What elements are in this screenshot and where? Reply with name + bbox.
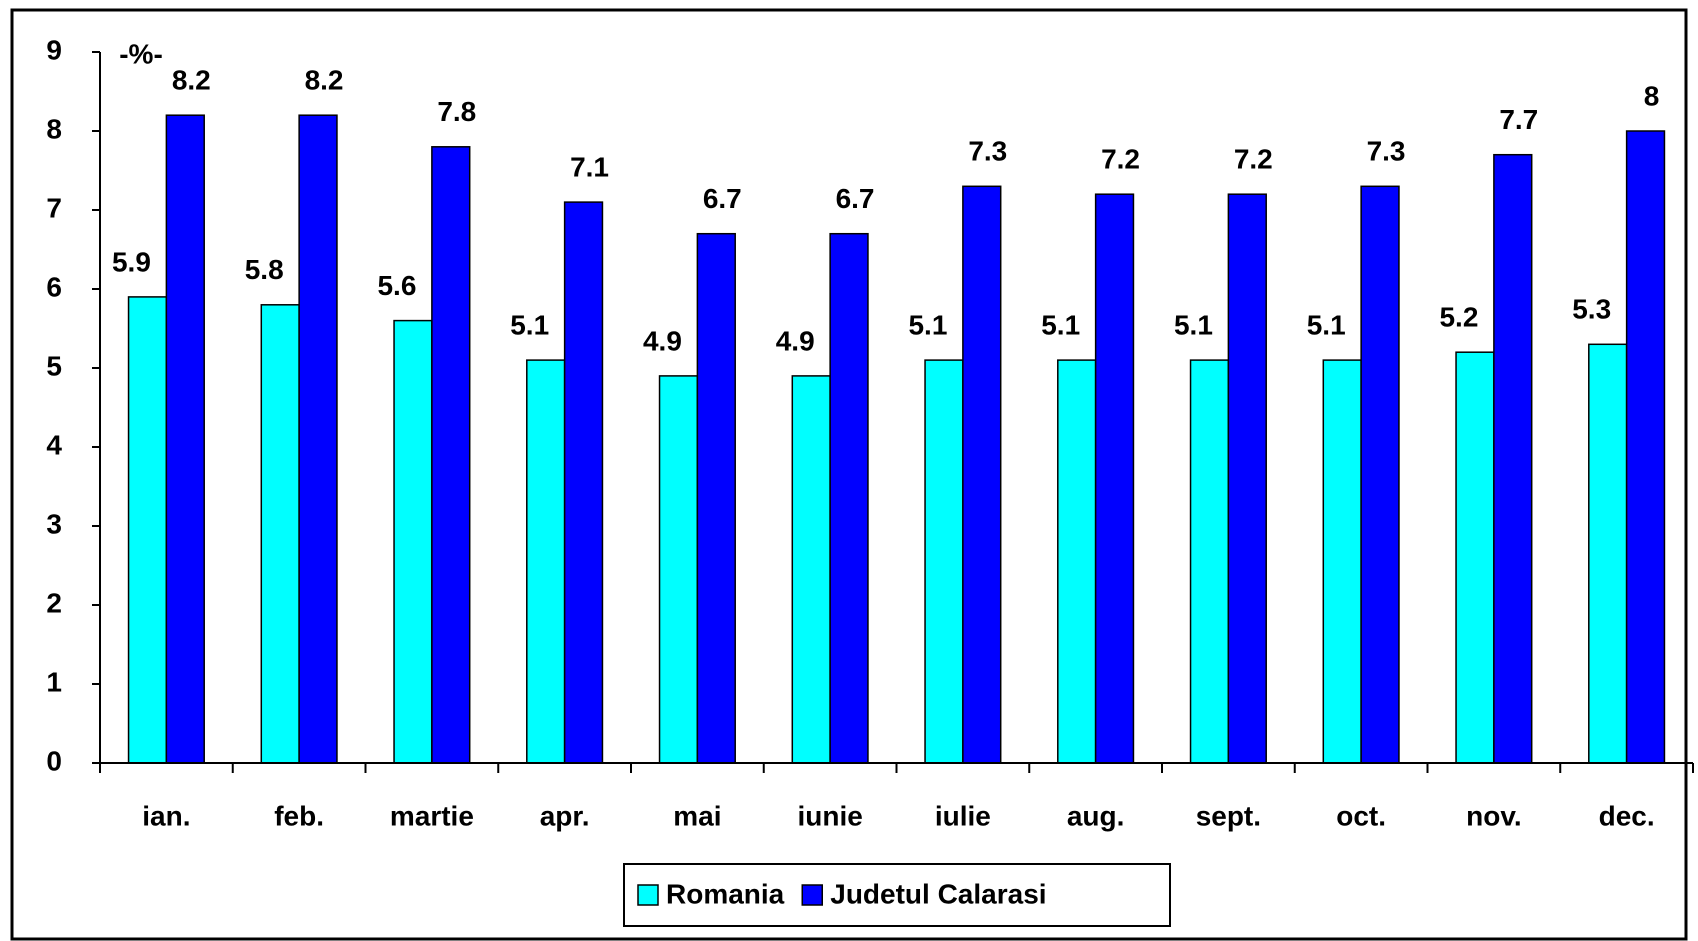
bar [696,232,736,764]
y-tick-label: 4 [46,429,62,460]
legend-label: Judetul Calarasi [830,878,1046,909]
x-tick-label: nov. [1466,800,1521,831]
data-label: 7.3 [1367,136,1406,167]
bar [1360,185,1400,764]
bar [563,201,604,764]
data-label: 7.7 [1499,104,1538,135]
data-label: 7.3 [968,136,1007,167]
x-tick-label: iunie [797,800,862,831]
data-label: 5.1 [510,309,549,340]
data-label: 5.6 [377,270,416,301]
bar [1189,359,1230,764]
x-tick-label: dec. [1599,800,1655,831]
bar [165,114,205,764]
bar [393,319,433,764]
x-tick-label: feb. [274,800,324,831]
data-label: 5.2 [1439,302,1478,333]
x-tick-label: iulie [935,800,991,831]
bar [526,359,566,764]
unit-annotation: -%- [119,38,163,69]
x-tick-label: oct. [1336,800,1386,831]
data-label: 5.8 [245,254,284,285]
bar [1094,193,1135,764]
x-tick-label: aug. [1067,800,1125,831]
data-label: 8.2 [172,65,211,96]
x-tick-label: ian. [142,800,190,831]
bar [298,114,338,764]
y-tick-label: 6 [46,271,62,302]
bar [1057,359,1097,764]
y-tick-label: 5 [46,350,62,381]
data-label: 7.2 [1234,144,1273,175]
data-label: 4.9 [643,325,682,356]
legend-swatch [801,884,823,906]
bar [1625,130,1666,764]
bar [1493,153,1533,764]
y-tick-label: 3 [46,508,62,539]
data-label: 5.3 [1572,294,1611,325]
data-label: 8.2 [305,65,344,96]
bar [431,146,471,764]
y-tick-label: 9 [46,34,62,65]
bar [1455,351,1495,764]
bar [791,375,831,764]
bar [658,375,699,764]
bar [260,304,300,764]
data-label: 6.7 [703,183,742,214]
data-label: 7.1 [570,151,609,182]
data-label: 5.1 [1307,309,1346,340]
bar [962,185,1002,764]
y-tick-label: 8 [46,113,62,144]
bar [1322,359,1362,764]
data-label: 6.7 [836,183,875,214]
bar [924,359,964,764]
data-label: 7.8 [437,96,476,127]
x-tick-label: mai [673,800,721,831]
y-tick-label: 1 [46,666,62,697]
bar [1227,193,1267,764]
x-tick-label: apr. [540,800,590,831]
data-label: 5.1 [1174,309,1213,340]
data-label: 5.1 [908,309,947,340]
legend-box [623,863,1171,927]
bar [1588,343,1628,764]
bar [829,232,869,764]
chart-border [10,8,1688,941]
legend-swatch [637,884,659,906]
x-tick-label: sept. [1196,800,1261,831]
y-tick-label: 0 [46,745,62,776]
bar [127,296,168,764]
data-label: 5.1 [1041,309,1080,340]
data-label: 8 [1644,80,1660,111]
y-tick-label: 7 [46,192,62,223]
data-label: 7.2 [1101,144,1140,175]
y-tick-label: 2 [46,587,62,618]
x-tick-label: martie [390,800,474,831]
legend-label: Romania [666,878,785,909]
data-label: 4.9 [776,325,815,356]
data-label: 5.9 [112,246,151,277]
